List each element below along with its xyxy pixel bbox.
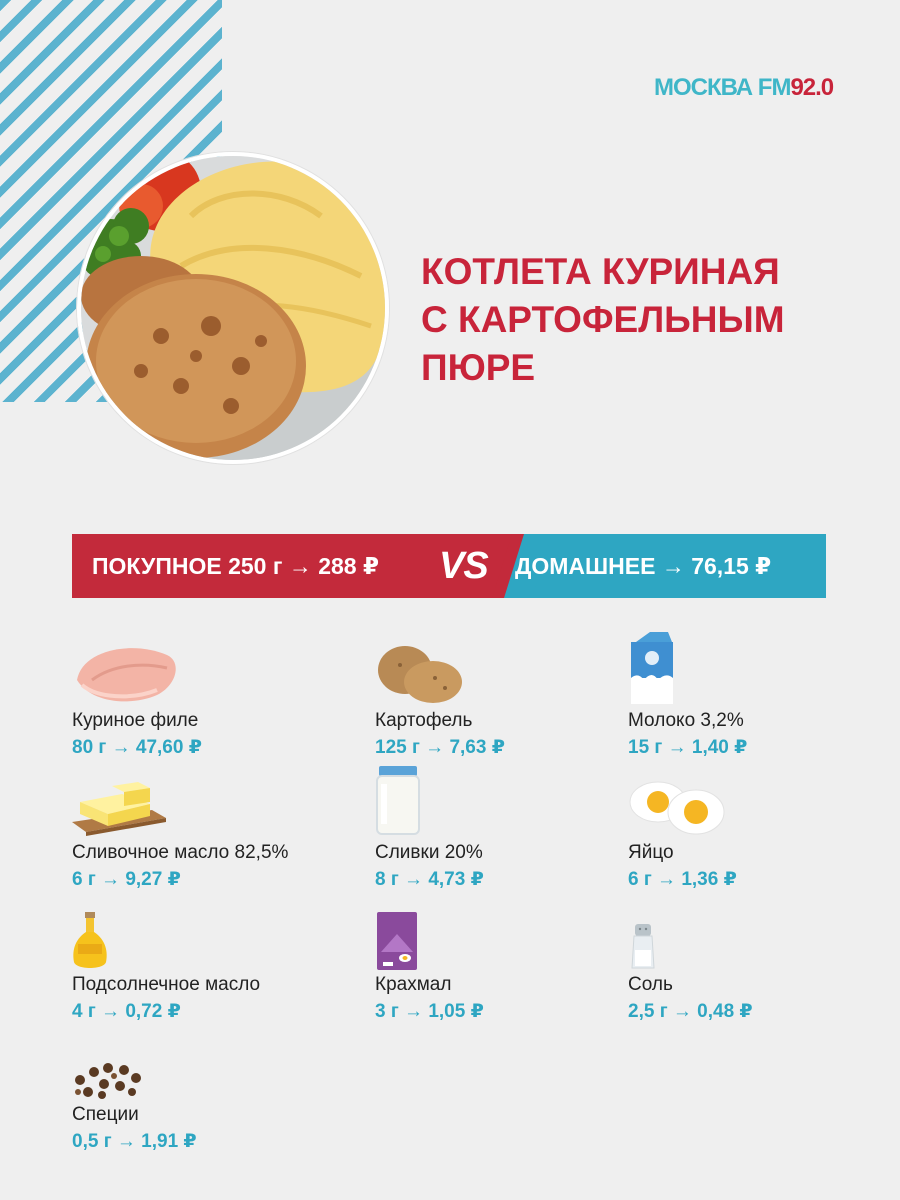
- cutlet-mash-illustration: [81, 156, 385, 460]
- banner-diagonal: [492, 534, 552, 598]
- ingredient-name: Сливочное масло 82,5%: [72, 842, 289, 863]
- ingredient-item: Соль 2,5 г → 0,48 ₽: [628, 924, 888, 1028]
- homemade-price: ДОМАШНЕЕ → 76,15 ₽: [515, 553, 772, 579]
- ingredient-name: Подсолнечное масло: [72, 974, 261, 995]
- ingredient-amount: 0,5 г → 1,91 ₽: [72, 1131, 197, 1152]
- page-title: КОТЛЕТА КУРИНАЯ С КАРТОФЕЛЬНЫМ ПЮРЕ: [421, 248, 881, 392]
- ingredient-amount: 4 г → 0,72 ₽: [72, 1001, 181, 1022]
- vs-label: VS: [439, 545, 489, 587]
- ingredient-name: Картофель: [375, 710, 473, 731]
- ingredient-item: Подсолнечное масло 4 г → 0,72 ₽: [72, 912, 332, 1028]
- butter-icon: [72, 782, 166, 836]
- ingredient-amount: 6 г → 1,36 ₽: [628, 869, 737, 890]
- ingredient-item: Крахмал 3 г → 1,05 ₽: [375, 912, 635, 1028]
- ingredient-item: Яйцо 6 г → 1,36 ₽: [628, 778, 888, 894]
- ingredient-name: Специи: [72, 1104, 139, 1125]
- homemade-section: [512, 534, 826, 598]
- ingredient-amount: 8 г → 4,73 ₽: [375, 869, 484, 890]
- title-line-3: ПЮРЕ: [421, 347, 536, 388]
- ingredient-item: Сливки 20% 8 г → 4,73 ₽: [375, 766, 635, 894]
- title-line-1: КОТЛЕТА КУРИНАЯ: [421, 251, 780, 292]
- ingredient-name: Молоко 3,2%: [628, 710, 744, 731]
- ingredient-item: Куриное филе 80 г → 47,60 ₽: [72, 640, 332, 760]
- title-line-2: С КАРТОФЕЛЬНЫМ: [421, 299, 785, 340]
- ingredient-name: Сливки 20%: [375, 842, 483, 863]
- ingredient-amount: 15 г → 1,40 ₽: [628, 737, 748, 758]
- store-bought-section: [72, 534, 524, 598]
- ingredient-item: Сливочное масло 82,5% 6 г → 9,27 ₽: [72, 778, 332, 894]
- ingredient-amount: 6 г → 9,27 ₽: [72, 869, 181, 890]
- salt-shaker-icon: [631, 924, 655, 969]
- ingredient-amount: 3 г → 1,05 ₽: [375, 1001, 484, 1022]
- moskva-fm-logo: МОСКВА FM92.0: [654, 74, 834, 101]
- ingredient-amount: 80 г → 47,60 ₽: [72, 737, 202, 758]
- ingredient-amount: 125 г → 7,63 ₽: [375, 737, 505, 758]
- ingredient-name: Куриное филе: [72, 710, 199, 731]
- chicken-fillet-icon: [77, 648, 176, 702]
- potato-icon: [378, 646, 462, 703]
- ingredient-name: Крахмал: [375, 974, 452, 995]
- store-bought-price: ПОКУПНОЕ 250 г → 288 ₽: [92, 553, 379, 579]
- starch-pack-icon: [377, 912, 417, 970]
- price-comparison-banner: ПОКУПНОЕ 250 г → 288 ₽ VS ДОМАШНЕЕ → 76,…: [72, 534, 826, 598]
- ingredient-item: Специи 0,5 г → 1,91 ₽: [72, 1062, 332, 1162]
- ingredient-name: Яйцо: [628, 842, 674, 863]
- cream-jar-icon: [376, 766, 420, 835]
- milk-carton-icon: [631, 632, 673, 704]
- dish-photo: [77, 152, 389, 464]
- ingredient-amount: 2,5 г → 0,48 ₽: [628, 1001, 753, 1022]
- ingredient-item: Молоко 3,2% 15 г → 1,40 ₽: [628, 632, 888, 760]
- oil-bottle-icon: [73, 912, 107, 968]
- egg-icon: [629, 781, 725, 835]
- ingredient-name: Соль: [628, 974, 673, 995]
- spices-icon: [75, 1063, 141, 1099]
- ingredient-item: Картофель 125 г → 7,63 ₽: [375, 640, 635, 760]
